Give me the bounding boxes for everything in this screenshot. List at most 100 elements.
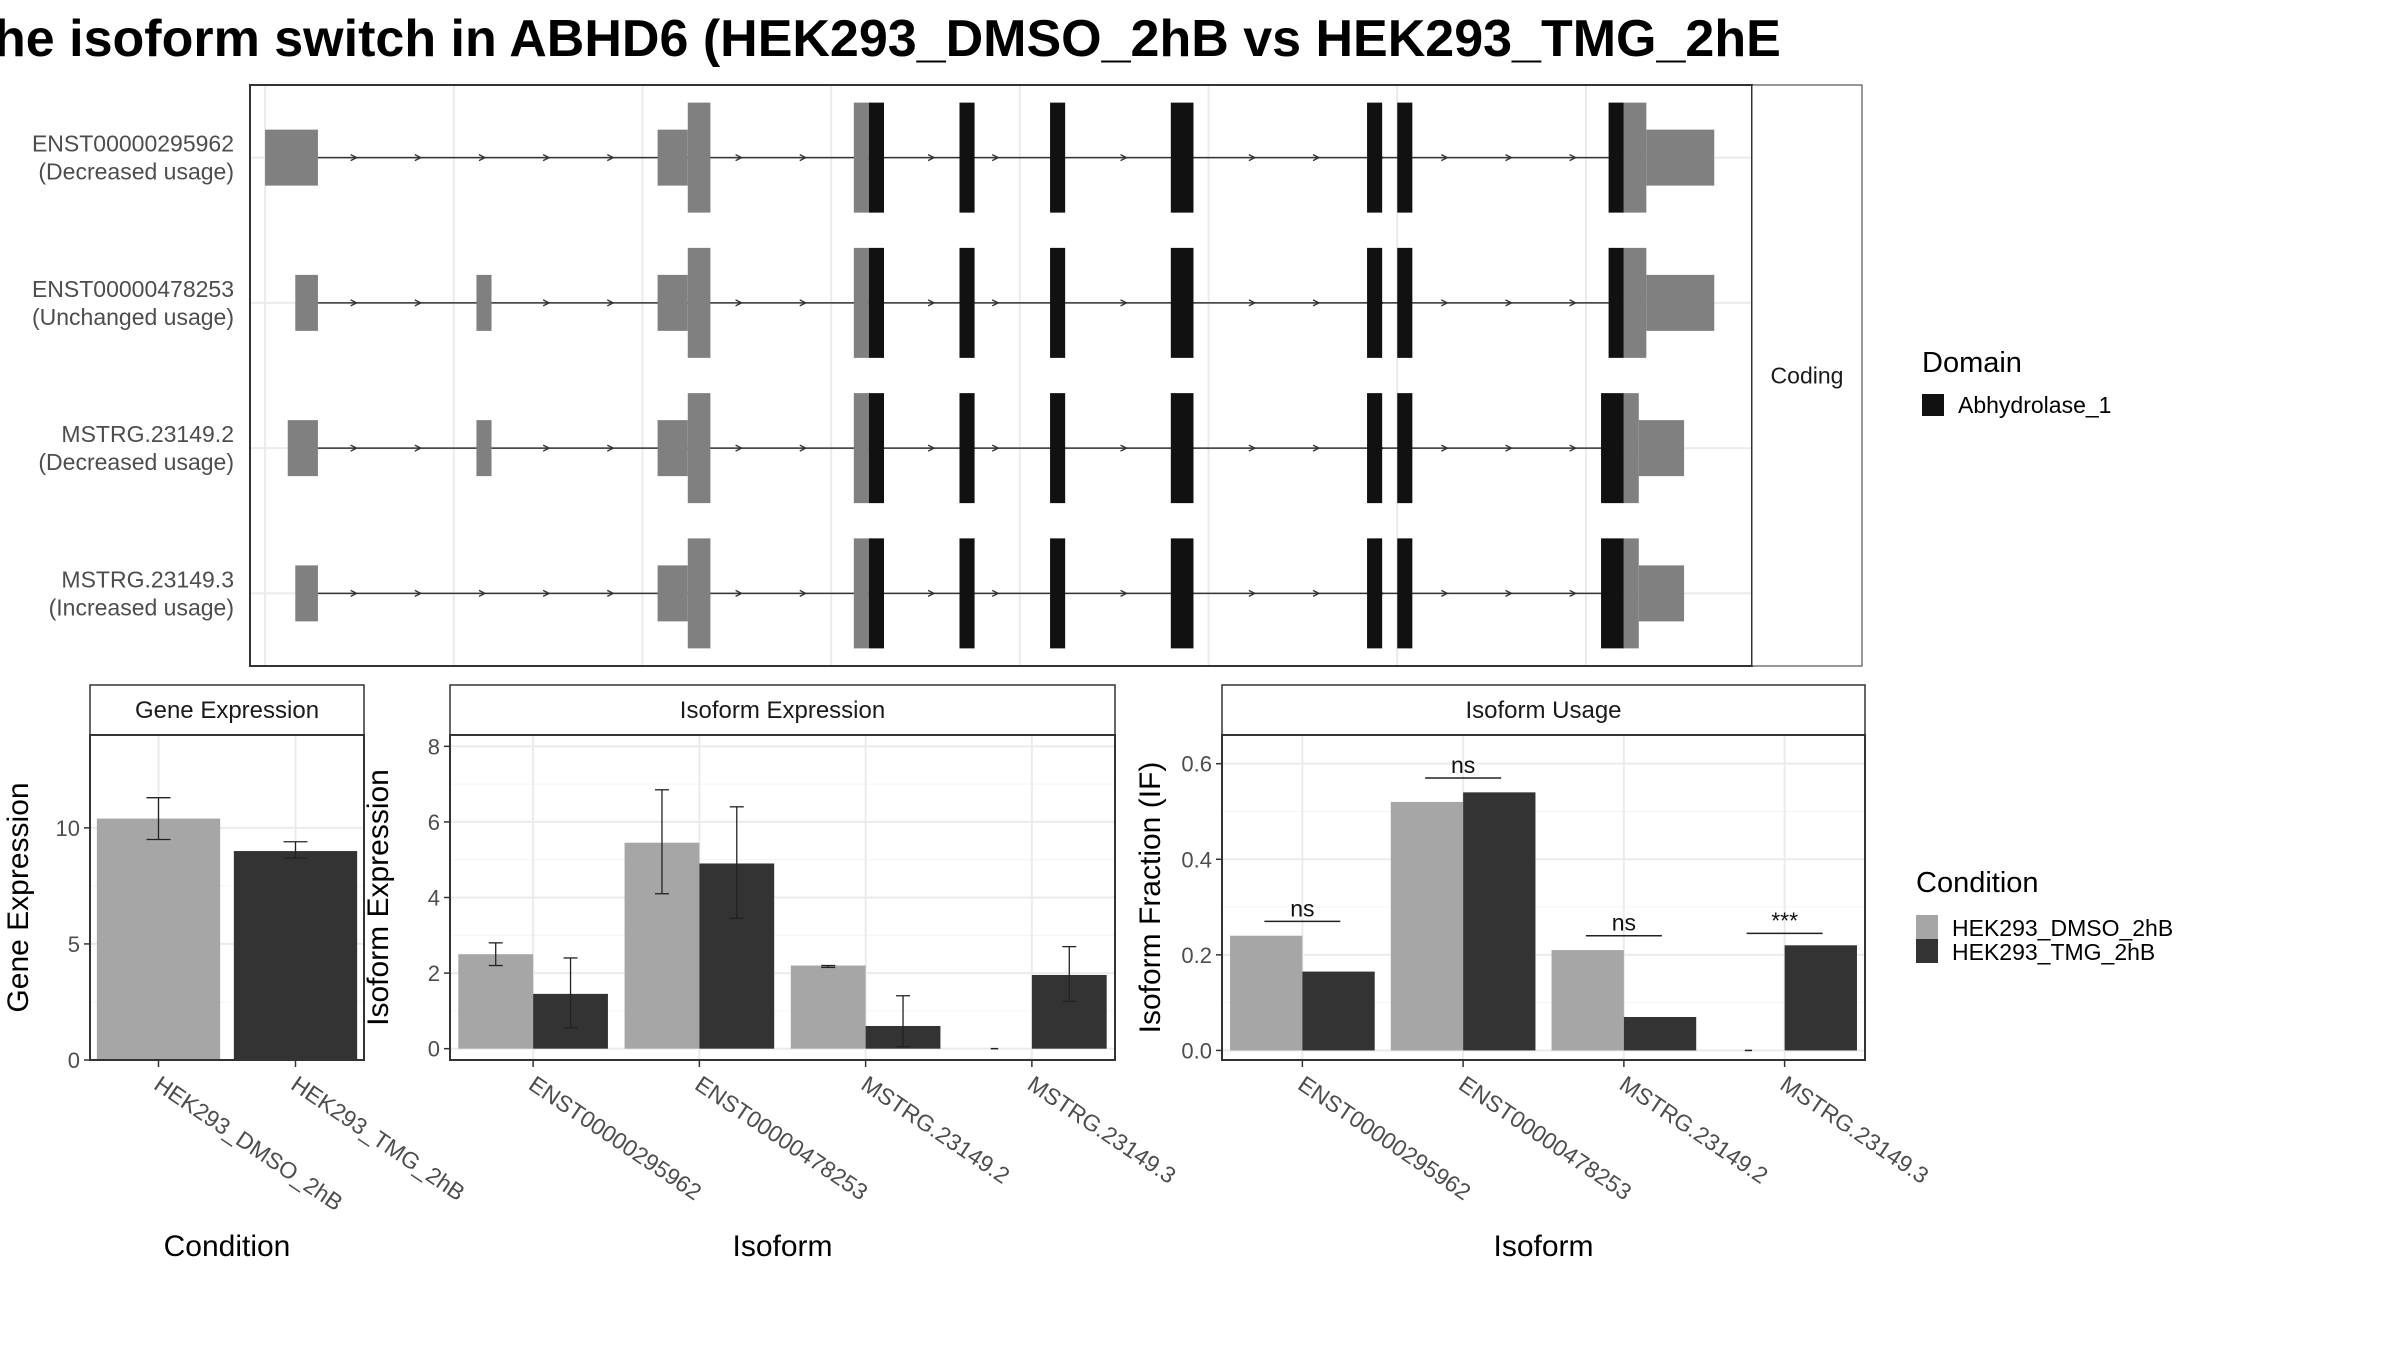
panel-strip-label: Isoform Expression — [680, 697, 885, 724]
domain-legend-entry: Abhydrolase_1 — [1958, 392, 2111, 418]
domain-exon — [1601, 393, 1624, 504]
domain-exon — [959, 247, 975, 358]
x-tick-label: MSTRG.23149.2 — [857, 1071, 1015, 1189]
utr-exon — [1646, 129, 1715, 186]
coding-strip — [1751, 84, 1863, 667]
domain-exon — [1050, 393, 1066, 504]
intron-direction-arrow — [1248, 444, 1257, 452]
domain-exon — [1367, 247, 1383, 358]
intron-direction-arrow — [1120, 154, 1128, 162]
x-axis-title: Isoform — [732, 1230, 832, 1263]
intron-direction-arrow — [927, 154, 936, 162]
intron-direction-arrow — [414, 299, 423, 307]
y-tick-label: 0 — [428, 1037, 440, 1062]
intron-direction-arrow — [1312, 589, 1321, 597]
domain-exon — [868, 538, 885, 649]
x-tick-label: ENST00000478253 — [691, 1071, 873, 1206]
domain-legend-key — [1922, 394, 1944, 416]
domain-exon — [1050, 102, 1066, 213]
utr-exon — [687, 393, 711, 504]
data-bar — [458, 954, 534, 1049]
intron-direction-arrow — [1312, 299, 1321, 307]
intron-direction-arrow — [1120, 444, 1128, 452]
intron-direction-arrow — [542, 589, 551, 597]
intron-direction-arrow — [1441, 589, 1449, 597]
domain-legend-title: Domain — [1922, 347, 2022, 379]
utr-exon — [1623, 102, 1647, 213]
structure-plot-background — [250, 85, 1752, 666]
intron-direction-arrow — [735, 299, 744, 307]
intron-direction-arrow — [607, 589, 615, 597]
y-tick-label: 6 — [428, 810, 440, 835]
data-bar — [1230, 935, 1303, 1051]
utr-exon — [687, 247, 711, 358]
domain-exon — [1050, 247, 1066, 358]
intron-direction-arrow — [1248, 299, 1257, 307]
domain-exon — [1601, 538, 1624, 649]
y-tick-label: 8 — [428, 734, 440, 759]
intron-direction-arrow — [1120, 299, 1128, 307]
y-tick-label: 5 — [68, 932, 80, 957]
intron-direction-arrow — [1505, 154, 1513, 162]
intron-direction-arrow — [1248, 589, 1257, 597]
domain-exon — [1367, 102, 1383, 213]
domain-exon — [868, 102, 885, 213]
isoform-usage-label: (Decreased usage) — [38, 449, 234, 475]
x-tick-label: ENST00000478253 — [1454, 1071, 1636, 1206]
intron-direction-arrow — [927, 589, 936, 597]
y-tick-label: 0.6 — [1181, 752, 1212, 777]
intron-direction-arrow — [1441, 299, 1449, 307]
x-tick-label: ENST00000295962 — [1294, 1071, 1476, 1206]
y-tick-label: 2 — [428, 961, 440, 986]
intron-direction-arrow — [799, 589, 808, 597]
utr-exon — [1623, 393, 1639, 504]
intron-direction-arrow — [991, 154, 1000, 162]
condition-legend-entry-dmso: HEK293_DMSO_2hB — [1952, 915, 2173, 941]
intron-direction-arrow — [799, 444, 808, 452]
isoform-id-label: ENST00000295962 — [32, 131, 234, 157]
panel-strip-label: Isoform Usage — [1465, 697, 1621, 724]
domain-exon — [1170, 102, 1194, 213]
intron-direction-arrow — [1441, 154, 1449, 162]
data-bar — [1302, 971, 1375, 1051]
domain-exon — [959, 538, 975, 649]
utr-exon — [853, 538, 869, 649]
x-tick-label: MSTRG.23149.3 — [1776, 1071, 1934, 1189]
intron-direction-arrow — [735, 154, 744, 162]
intron-direction-arrow — [542, 154, 551, 162]
intron-direction-arrow — [350, 589, 359, 597]
domain-exon — [1608, 247, 1624, 358]
isoform-expression-panel: Isoform Expression 0 2 4 6 8 ENST00000295962EN… — [362, 684, 1181, 1263]
intron-direction-arrow — [350, 444, 359, 452]
intron-direction-arrow — [1441, 444, 1449, 452]
data-bar — [1784, 945, 1857, 1051]
y-tick-label: 0.2 — [1181, 943, 1212, 968]
panel-strip-label: Gene Expression — [135, 697, 319, 724]
domain-exon — [1397, 247, 1413, 358]
data-bar — [790, 965, 866, 1049]
panel-frame — [89, 734, 365, 1061]
intron-direction-arrow — [1312, 444, 1321, 452]
intron-direction-arrow — [478, 154, 487, 162]
data-bar — [233, 851, 358, 1060]
utr-exon — [476, 420, 492, 477]
condition-legend: Condition HEK293_DMSO_2hB HEK293_TMG_2hB — [1916, 867, 2173, 965]
intron-direction-arrow — [991, 589, 1000, 597]
domain-exon — [959, 102, 975, 213]
intron-direction-arrow — [414, 154, 423, 162]
domain-exon — [1367, 393, 1383, 504]
y-tick-label: 0.0 — [1181, 1038, 1212, 1063]
domain-exon — [1050, 538, 1066, 649]
intron-direction-arrow — [735, 444, 744, 452]
intron-direction-arrow — [414, 589, 423, 597]
panel-frame — [449, 734, 1116, 1061]
intron-direction-arrow — [1505, 444, 1513, 452]
utr-exon — [476, 274, 492, 331]
panel-frame — [1221, 734, 1866, 1061]
utr-exon — [1638, 420, 1685, 477]
domain-exon — [1608, 102, 1624, 213]
utr-exon — [853, 247, 869, 358]
significance-label: ns — [1290, 895, 1314, 921]
intron-direction-arrow — [478, 589, 487, 597]
